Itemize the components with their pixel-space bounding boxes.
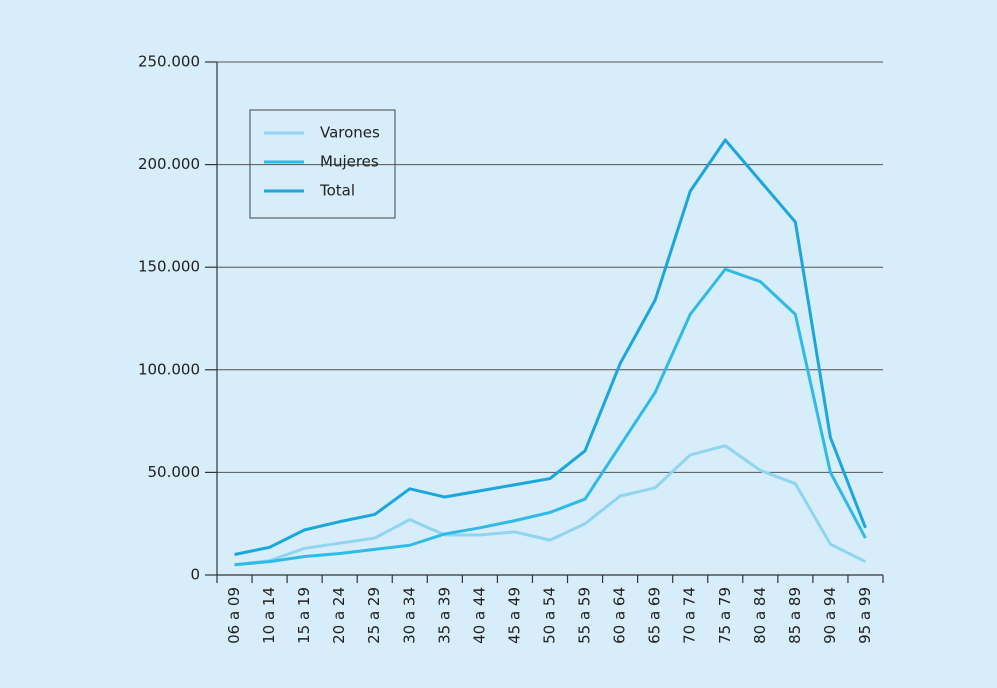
series-line <box>234 267 867 567</box>
x-tick-label: 55 a 59 <box>576 587 594 644</box>
x-tick-label: 50 a 54 <box>541 587 559 644</box>
y-tick-label: 100.000 <box>138 360 200 378</box>
x-tick-label: 15 a 19 <box>295 587 313 644</box>
x-tick-label: 35 a 39 <box>435 587 453 644</box>
x-tick-label: 60 a 64 <box>611 587 629 644</box>
x-tick-label: 65 a 69 <box>646 587 664 644</box>
x-tick-label: 85 a 89 <box>786 587 804 644</box>
x-tick-label: 25 a 29 <box>365 587 383 644</box>
legend-label: Varones <box>320 124 380 142</box>
legend-label: Mujeres <box>320 153 379 171</box>
x-tick-label: 40 a 44 <box>470 587 488 644</box>
x-tick-label: 95 a 99 <box>856 587 874 644</box>
y-tick-label: 150.000 <box>138 258 200 276</box>
legend-label: Total <box>319 182 355 200</box>
y-tick-label: 0 <box>190 566 200 584</box>
x-tick-label: 10 a 14 <box>260 587 278 644</box>
y-tick-label: 50.000 <box>148 463 201 481</box>
x-tick-label: 45 a 49 <box>505 587 523 644</box>
series-line <box>234 138 867 556</box>
x-tick-label: 06 a 09 <box>225 587 243 644</box>
x-tick-label: 90 a 94 <box>821 587 839 644</box>
x-tick-label: 20 a 24 <box>330 587 348 644</box>
x-tick-label: 70 a 74 <box>681 587 699 644</box>
y-tick-label: 200.000 <box>138 155 200 173</box>
legend-box <box>249 109 396 219</box>
y-tick-label: 250.000 <box>138 53 200 71</box>
x-tick-label: 80 a 84 <box>751 587 769 644</box>
x-tick-label: 75 a 79 <box>716 587 734 644</box>
series-line <box>234 444 867 567</box>
x-tick-label: 30 a 34 <box>400 587 418 644</box>
